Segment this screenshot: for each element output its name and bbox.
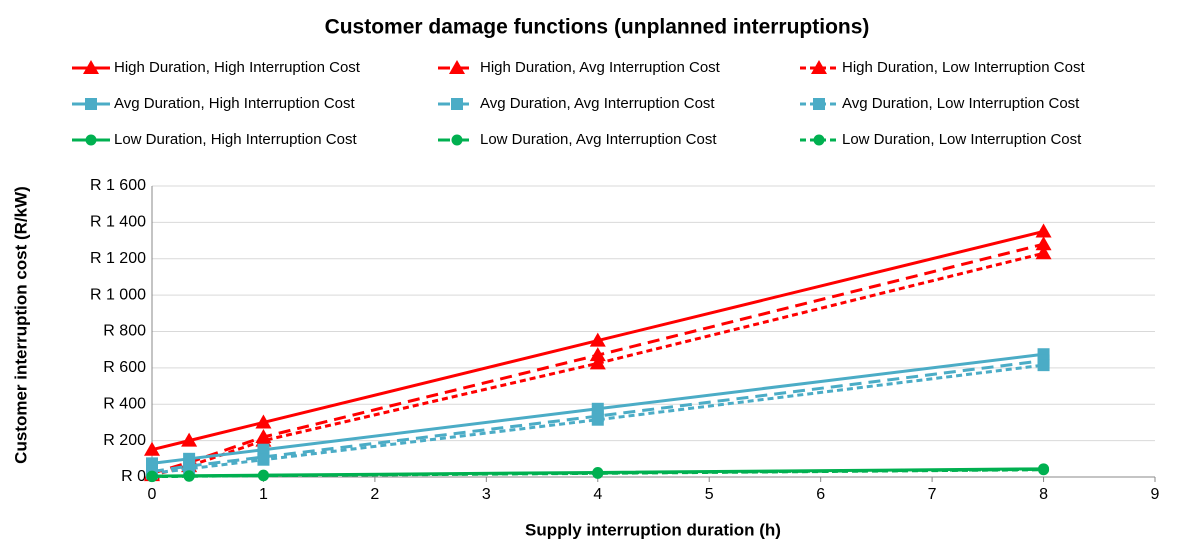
x-tick-label: 5: [705, 486, 714, 503]
y-tick-label: R 0: [121, 468, 146, 485]
y-tick-label: R 200: [103, 432, 146, 449]
marker: [451, 98, 463, 110]
y-axis-label: Customer interruption cost (R/kW): [11, 186, 30, 464]
y-tick-label: R 1 600: [90, 177, 146, 194]
marker: [1035, 236, 1052, 251]
legend-label: Low Duration, High Interruption Cost: [114, 131, 357, 148]
legend-label: High Duration, Avg Interruption Cost: [480, 59, 721, 76]
legend-label: Avg Duration, Avg Interruption Cost: [480, 95, 715, 112]
y-tick-label: R 1 400: [90, 214, 146, 231]
x-tick-label: 3: [482, 486, 491, 503]
marker: [255, 432, 272, 447]
marker: [813, 134, 825, 146]
marker: [257, 453, 270, 466]
marker: [257, 470, 269, 482]
legend-label: Avg Duration, Low Interruption Cost: [842, 95, 1080, 112]
marker: [85, 134, 97, 146]
y-tick-label: R 400: [103, 395, 146, 412]
marker: [83, 60, 99, 74]
series-line: [151, 359, 1044, 474]
marker: [1038, 464, 1050, 476]
x-tick-label: 2: [370, 486, 379, 503]
y-tick-label: R 600: [103, 359, 146, 376]
chart-title: Customer damage functions (unplanned int…: [325, 16, 870, 39]
x-tick-label: 9: [1151, 486, 1160, 503]
marker: [85, 98, 97, 110]
marker: [589, 347, 606, 362]
marker: [451, 134, 463, 146]
marker: [813, 98, 825, 110]
y-tick-label: R 800: [103, 323, 146, 340]
marker: [592, 467, 604, 479]
marker: [146, 471, 158, 483]
legend-label: Low Duration, Avg Interruption Cost: [480, 131, 717, 148]
legend-label: Avg Duration, High Interruption Cost: [114, 95, 356, 112]
y-tick-label: R 1 000: [90, 286, 146, 303]
marker: [183, 470, 195, 482]
marker: [811, 60, 827, 74]
x-tick-label: 8: [1039, 486, 1048, 503]
marker: [1035, 223, 1052, 238]
x-axis-label: Supply interruption duration (h): [525, 520, 781, 539]
y-tick-label: R 1 200: [90, 250, 146, 267]
marker: [255, 414, 272, 429]
marker: [1037, 359, 1050, 372]
marker: [1035, 245, 1052, 260]
x-tick-label: 6: [816, 486, 825, 503]
x-tick-label: 1: [259, 486, 268, 503]
marker: [181, 432, 198, 447]
marker: [589, 355, 606, 370]
marker: [144, 441, 160, 456]
legend-label: High Duration, Low Interruption Cost: [842, 59, 1085, 76]
marker: [591, 413, 604, 426]
marker: [449, 60, 465, 74]
legend-label: Low Duration, Low Interruption Cost: [842, 131, 1082, 148]
x-tick-label: 4: [593, 486, 602, 503]
legend-label: High Duration, High Interruption Cost: [114, 59, 361, 76]
x-tick-label: 0: [148, 486, 157, 503]
marker: [589, 332, 606, 347]
x-tick-label: 7: [928, 486, 937, 503]
